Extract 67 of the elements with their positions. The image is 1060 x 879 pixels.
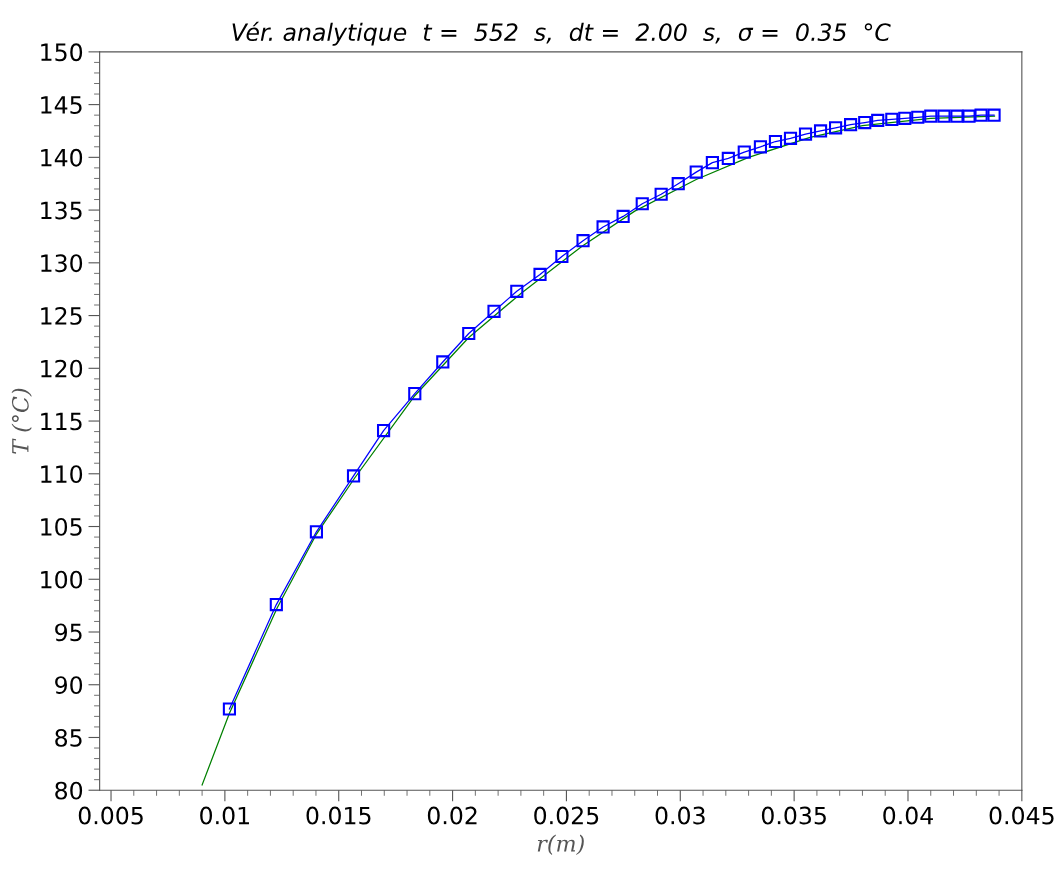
y-tick-label: 145 (41, 96, 82, 114)
point (737, 145, 751, 159)
point (635, 197, 649, 211)
point (813, 124, 828, 138)
x-tick-label: 0.025 (534, 806, 599, 825)
point (654, 187, 668, 201)
point (555, 249, 569, 264)
x-tick-label: 0.005 (78, 806, 143, 825)
point (596, 220, 610, 234)
x-axis-title: r(m) (537, 834, 584, 855)
point (987, 108, 1001, 122)
y-tick-label: 125 (41, 307, 82, 325)
point (871, 113, 885, 128)
y-tick-label: 90 (55, 676, 83, 695)
point (858, 115, 872, 130)
x-tick-label: 0.015 (306, 806, 371, 825)
point (783, 131, 798, 145)
point (937, 109, 951, 123)
x-tick-label: 0.045 (989, 806, 1054, 825)
point (408, 387, 422, 401)
point (844, 118, 858, 132)
point (798, 127, 813, 141)
point (616, 209, 630, 224)
y-tick-label: 85 (55, 728, 82, 747)
point (462, 326, 476, 341)
x-tick-label: 0.01 (200, 806, 249, 825)
y-tick-label: 140 (41, 148, 83, 167)
y-tick-label: 120 (41, 359, 83, 378)
point (689, 165, 703, 179)
x-tick-label: 0.03 (655, 806, 705, 825)
point (950, 109, 964, 123)
point (753, 140, 768, 154)
x-tick-label: 0.035 (761, 806, 826, 825)
y-axis-title: T (°C) (11, 388, 32, 454)
point (885, 112, 899, 126)
point (436, 355, 450, 369)
y-tick-label: 110 (41, 465, 83, 484)
point (768, 134, 783, 149)
point (309, 525, 324, 539)
y-tick-label: 135 (41, 201, 82, 220)
y-tick-label: 115 (41, 412, 82, 431)
point (376, 423, 391, 438)
point (510, 284, 524, 298)
point (974, 108, 988, 122)
point (911, 110, 925, 124)
point (962, 109, 976, 123)
point (533, 267, 547, 282)
x-tick-label: 0.02 (427, 806, 477, 825)
point (705, 156, 719, 170)
point (346, 469, 361, 483)
point (222, 702, 237, 716)
point (576, 234, 590, 248)
point (924, 109, 938, 123)
y-tick-label: 95 (55, 623, 82, 642)
point (487, 304, 501, 318)
y-tick-label: 130 (41, 254, 83, 273)
y-tick-label: 150 (41, 43, 83, 62)
y-tick-label: 80 (55, 781, 83, 800)
point (721, 151, 735, 165)
point (671, 177, 685, 191)
point (269, 597, 283, 612)
x-tick-label: 0.04 (883, 806, 933, 825)
y-tick-label: 105 (41, 517, 82, 536)
chart-title: Vér. analytique t = 552 s, dt = 2.00 s, σ = 0.35 °C (232, 21, 891, 46)
point (898, 111, 912, 125)
y-tick-label: 100 (41, 570, 83, 589)
point (828, 121, 843, 135)
